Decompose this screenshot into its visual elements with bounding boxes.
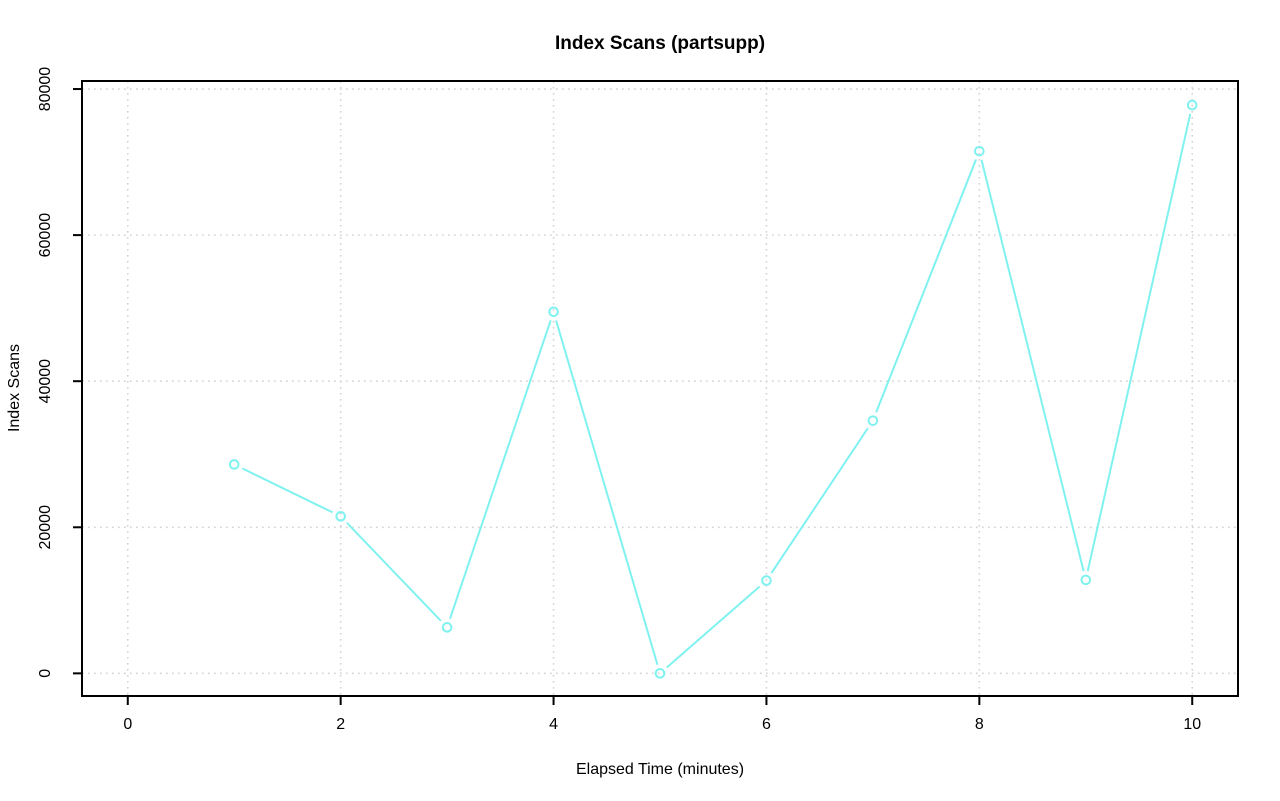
x-tick-label: 2 [336,716,345,733]
y-tick-label: 20000 [37,505,54,550]
line-segment [241,467,334,514]
x-tick-label: 10 [1183,716,1201,733]
data-point [974,145,985,157]
y-tick-label: 40000 [37,359,54,404]
line-segment [346,522,442,622]
data-point [441,622,453,633]
data-point [1080,574,1092,586]
data-point [761,575,772,586]
data-point [335,511,346,522]
line-segment [449,320,552,620]
x-axis-title: Elapsed Time (minutes) [575,761,745,778]
series-line [241,113,1192,669]
y-tick-label: 80000 [37,67,54,112]
axis-ticks [73,88,1194,705]
y-tick-label: 0 [37,669,54,678]
data-point [548,306,559,318]
y-tick-labels: 0 20000 40000 60000 80000 [37,67,54,678]
line-segment [980,159,1085,572]
chart-title: Index Scans (partsupp) [554,33,766,54]
x-tick-labels: 0 2 4 6 8 10 [123,716,1201,733]
data-point [228,459,240,470]
plot-border [81,80,1239,697]
grid-lines [82,81,1238,696]
line-segment [1086,113,1192,572]
data-point [1186,99,1198,111]
line-segment [555,320,659,666]
line-segment [666,585,761,669]
line-segment [875,159,977,413]
series-points [228,99,1198,679]
data-point [654,668,666,679]
line-segment [770,427,869,574]
x-tick-label: 4 [549,716,558,733]
x-tick-label: 8 [975,716,984,733]
x-tick-label: 0 [123,716,132,733]
x-tick-label: 6 [762,716,771,733]
data-point [867,415,879,426]
y-tick-label: 60000 [37,213,54,258]
